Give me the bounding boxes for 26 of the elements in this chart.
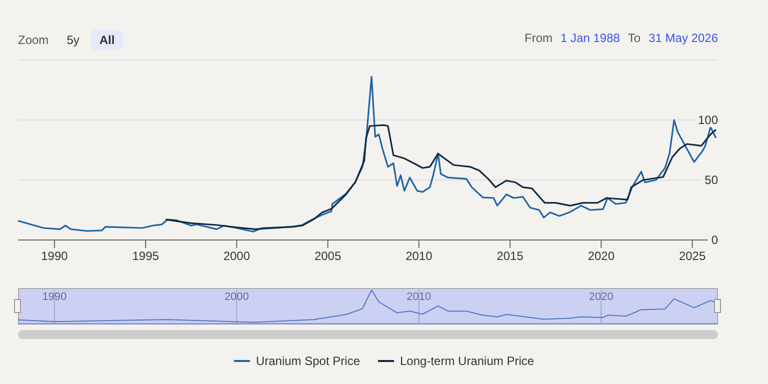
x-tick-label: 2005 bbox=[314, 249, 342, 263]
y-tick-label: 100 bbox=[694, 113, 718, 127]
x-tick-label: 2020 bbox=[588, 249, 615, 263]
line-series bbox=[18, 76, 717, 232]
x-tick-label: 2000 bbox=[224, 291, 249, 303]
x-tick-label: 1990 bbox=[42, 291, 67, 303]
x-tick-label: 2010 bbox=[406, 291, 432, 303]
text: To bbox=[628, 31, 641, 45]
legend-label: Long-term Uranium Price bbox=[399, 354, 534, 368]
x-tick-label: 1995 bbox=[132, 249, 160, 263]
line-series bbox=[164, 124, 717, 230]
x-tick-label: 2015 bbox=[496, 249, 524, 263]
text: Zoom bbox=[18, 33, 49, 47]
x-tick-label: 2020 bbox=[588, 291, 614, 303]
text: 5y bbox=[66, 32, 80, 49]
text: 1 Jan 1988 bbox=[560, 31, 620, 45]
x-tick-label: 2025 bbox=[678, 249, 706, 263]
text: All bbox=[91, 30, 123, 50]
y-tick-label: 50 bbox=[702, 173, 718, 187]
legend-label: Uranium Spot Price bbox=[254, 354, 360, 368]
text: 31 May 2026 bbox=[648, 31, 718, 45]
x-tick-label: 1990 bbox=[41, 249, 68, 263]
x-tick-label: 2010 bbox=[406, 249, 433, 263]
text: From bbox=[524, 31, 553, 45]
x-tick-label: 2000 bbox=[223, 249, 250, 263]
y-tick-label: 0 bbox=[708, 233, 718, 247]
